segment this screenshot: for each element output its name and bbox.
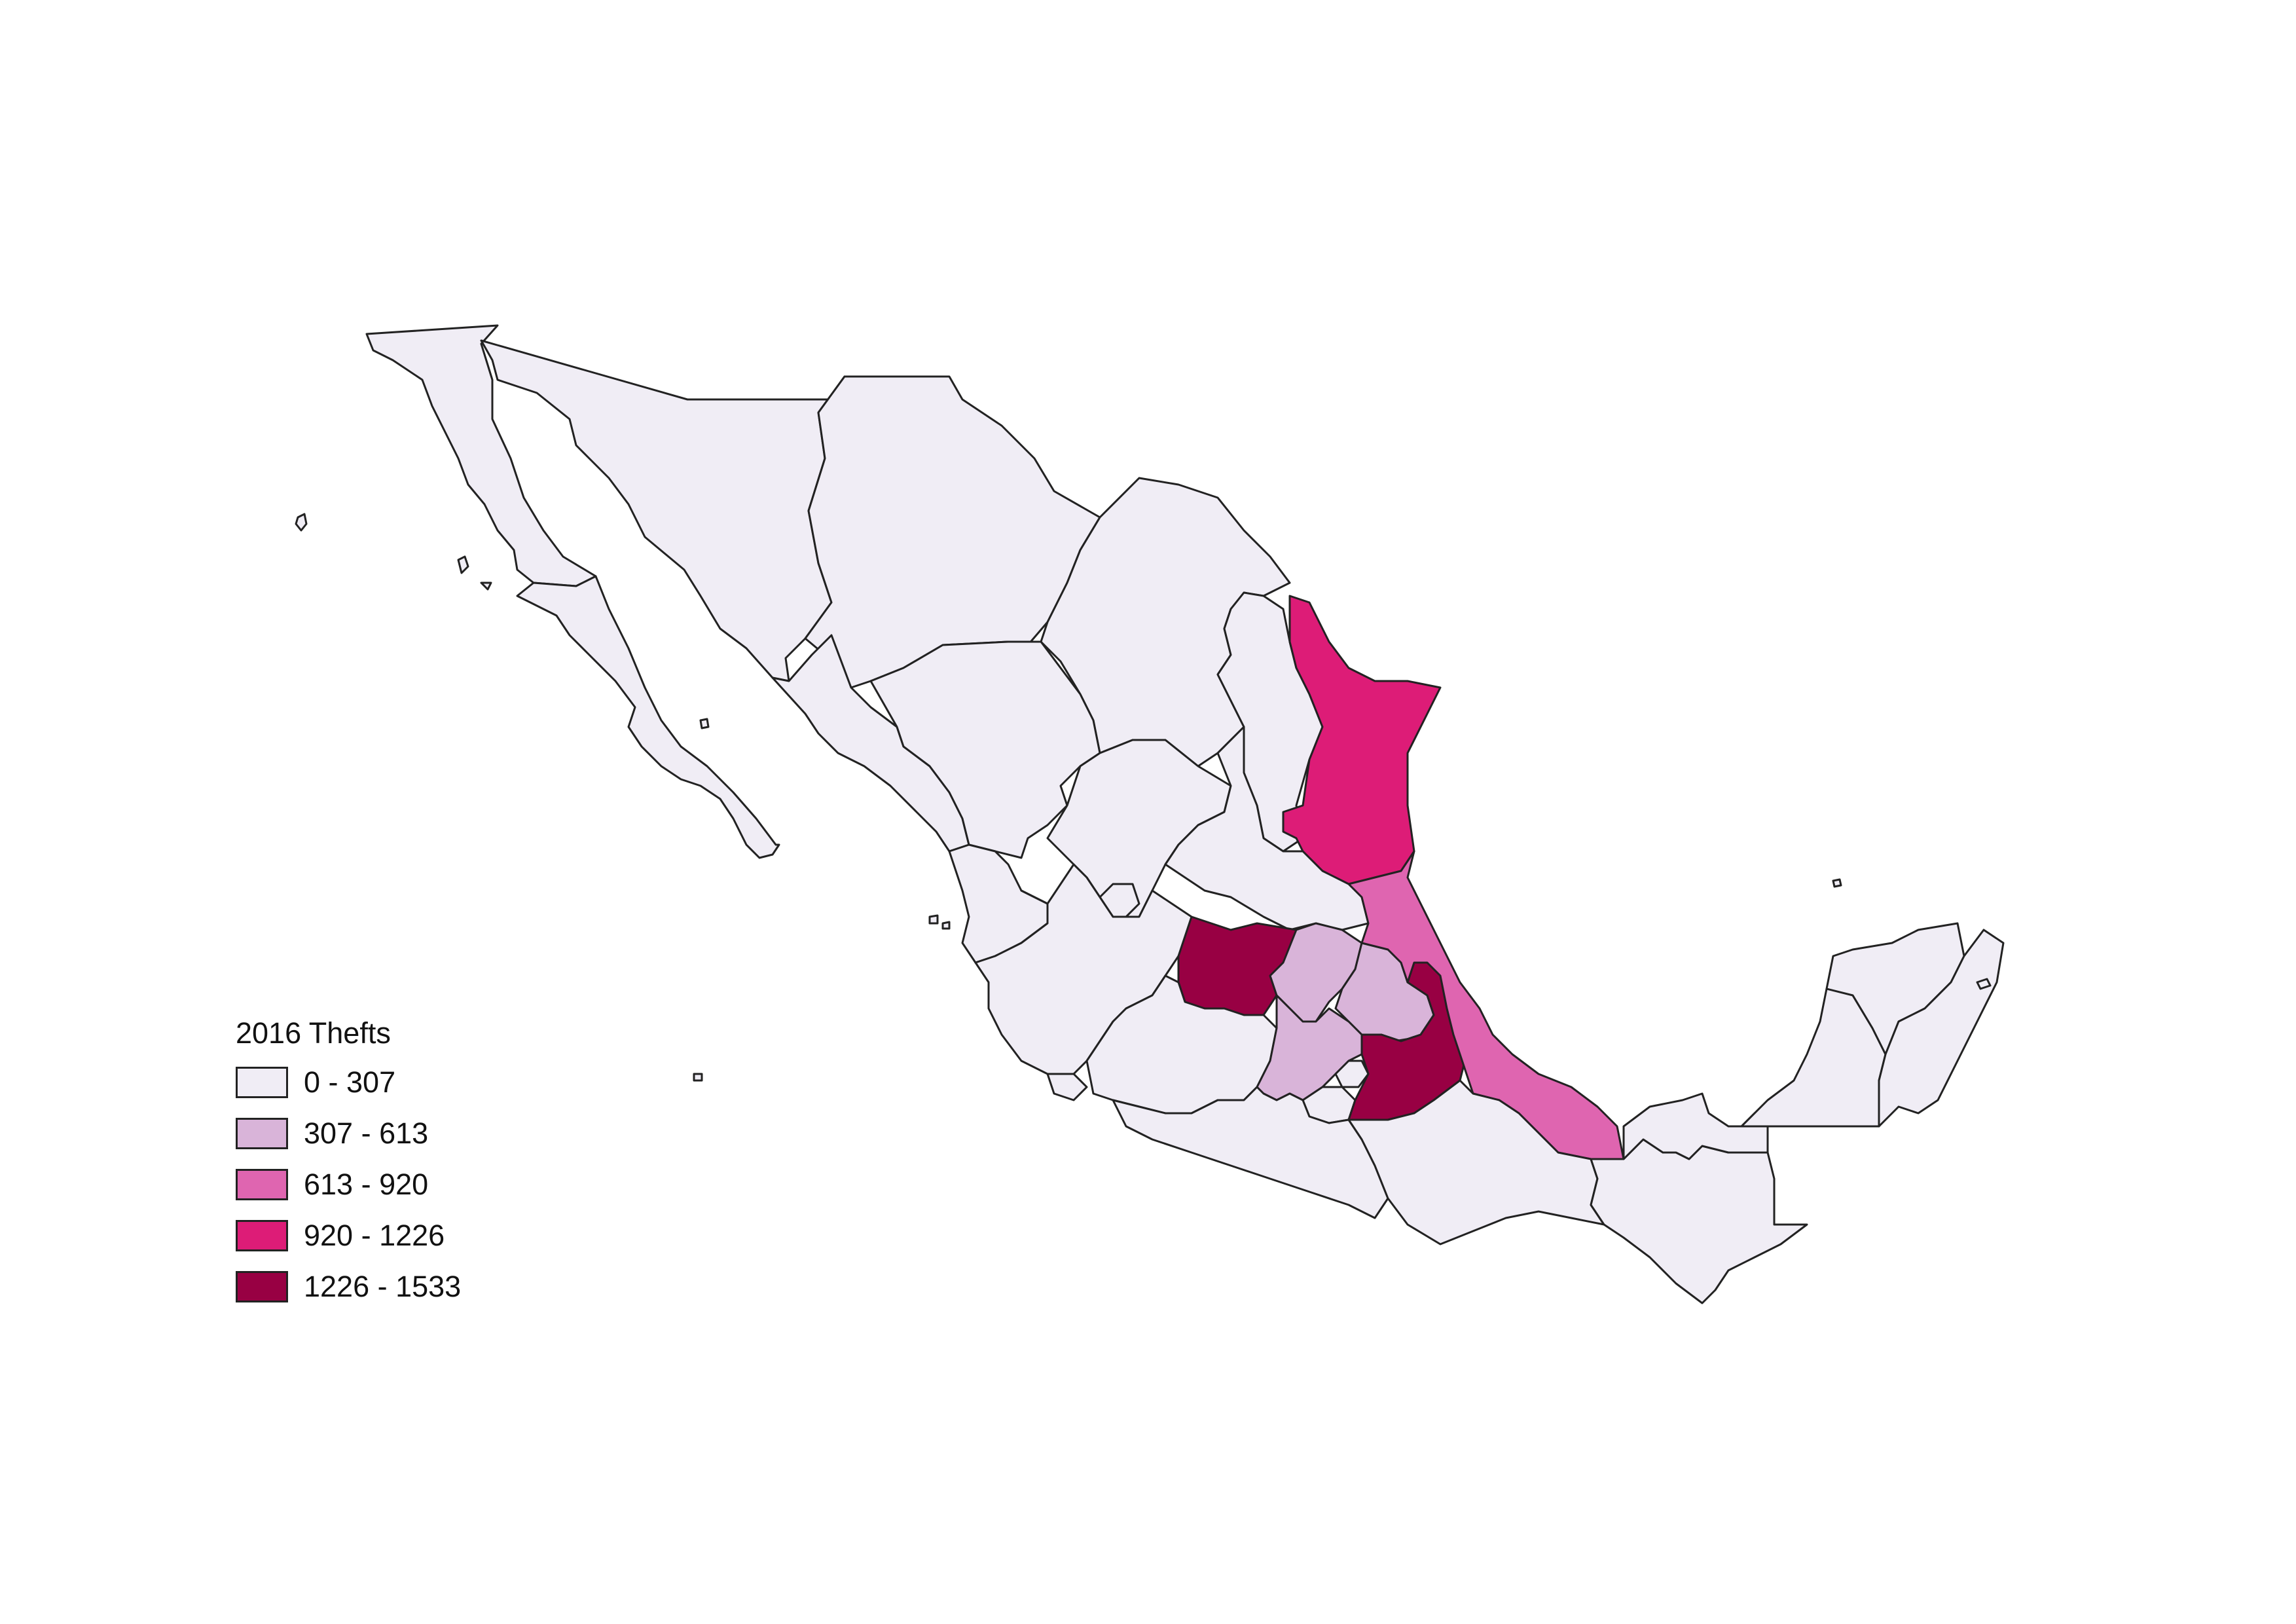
legend-item: 0 - 307 [236, 1057, 576, 1108]
state-quintana-roo [1878, 929, 2005, 1128]
island [1976, 978, 1992, 990]
legend-item: 920 - 1226 [236, 1210, 576, 1261]
state-baja-california [365, 324, 597, 587]
map-legend: 2016 Thefts 0 - 307 307 - 613 613 - 920 … [236, 1016, 576, 1312]
island [941, 921, 951, 930]
legend-swatch [236, 1271, 288, 1302]
island [699, 718, 710, 729]
island [693, 1073, 703, 1082]
legend-label: 920 - 1226 [304, 1219, 445, 1252]
legend-swatch [236, 1169, 288, 1200]
legend-item: 1226 - 1533 [236, 1261, 576, 1312]
legend-label: 1226 - 1533 [304, 1270, 462, 1303]
state-guerrero [1112, 1086, 1389, 1219]
island [457, 555, 469, 574]
island [480, 581, 492, 591]
state-baja-california-sur [516, 575, 780, 859]
island [295, 513, 308, 532]
legend-swatch [236, 1118, 288, 1149]
state-tabasco [1622, 1092, 1769, 1160]
legend-title: 2016 Thefts [236, 1016, 391, 1050]
state-chiapas [1590, 1138, 1808, 1304]
island [928, 914, 939, 925]
legend-swatch [236, 1220, 288, 1251]
legend-item: 307 - 613 [236, 1108, 576, 1159]
state-queretaro [1269, 922, 1363, 1023]
legend-label: 0 - 307 [304, 1065, 396, 1099]
legend-item: 613 - 920 [236, 1159, 576, 1210]
state-durango [869, 640, 1101, 859]
island [1832, 878, 1842, 888]
legend-label: 307 - 613 [304, 1116, 429, 1150]
state-colima [1046, 1073, 1088, 1101]
legend-label: 613 - 920 [304, 1168, 429, 1201]
legend-swatch [236, 1067, 288, 1098]
state-sonora [480, 339, 846, 682]
